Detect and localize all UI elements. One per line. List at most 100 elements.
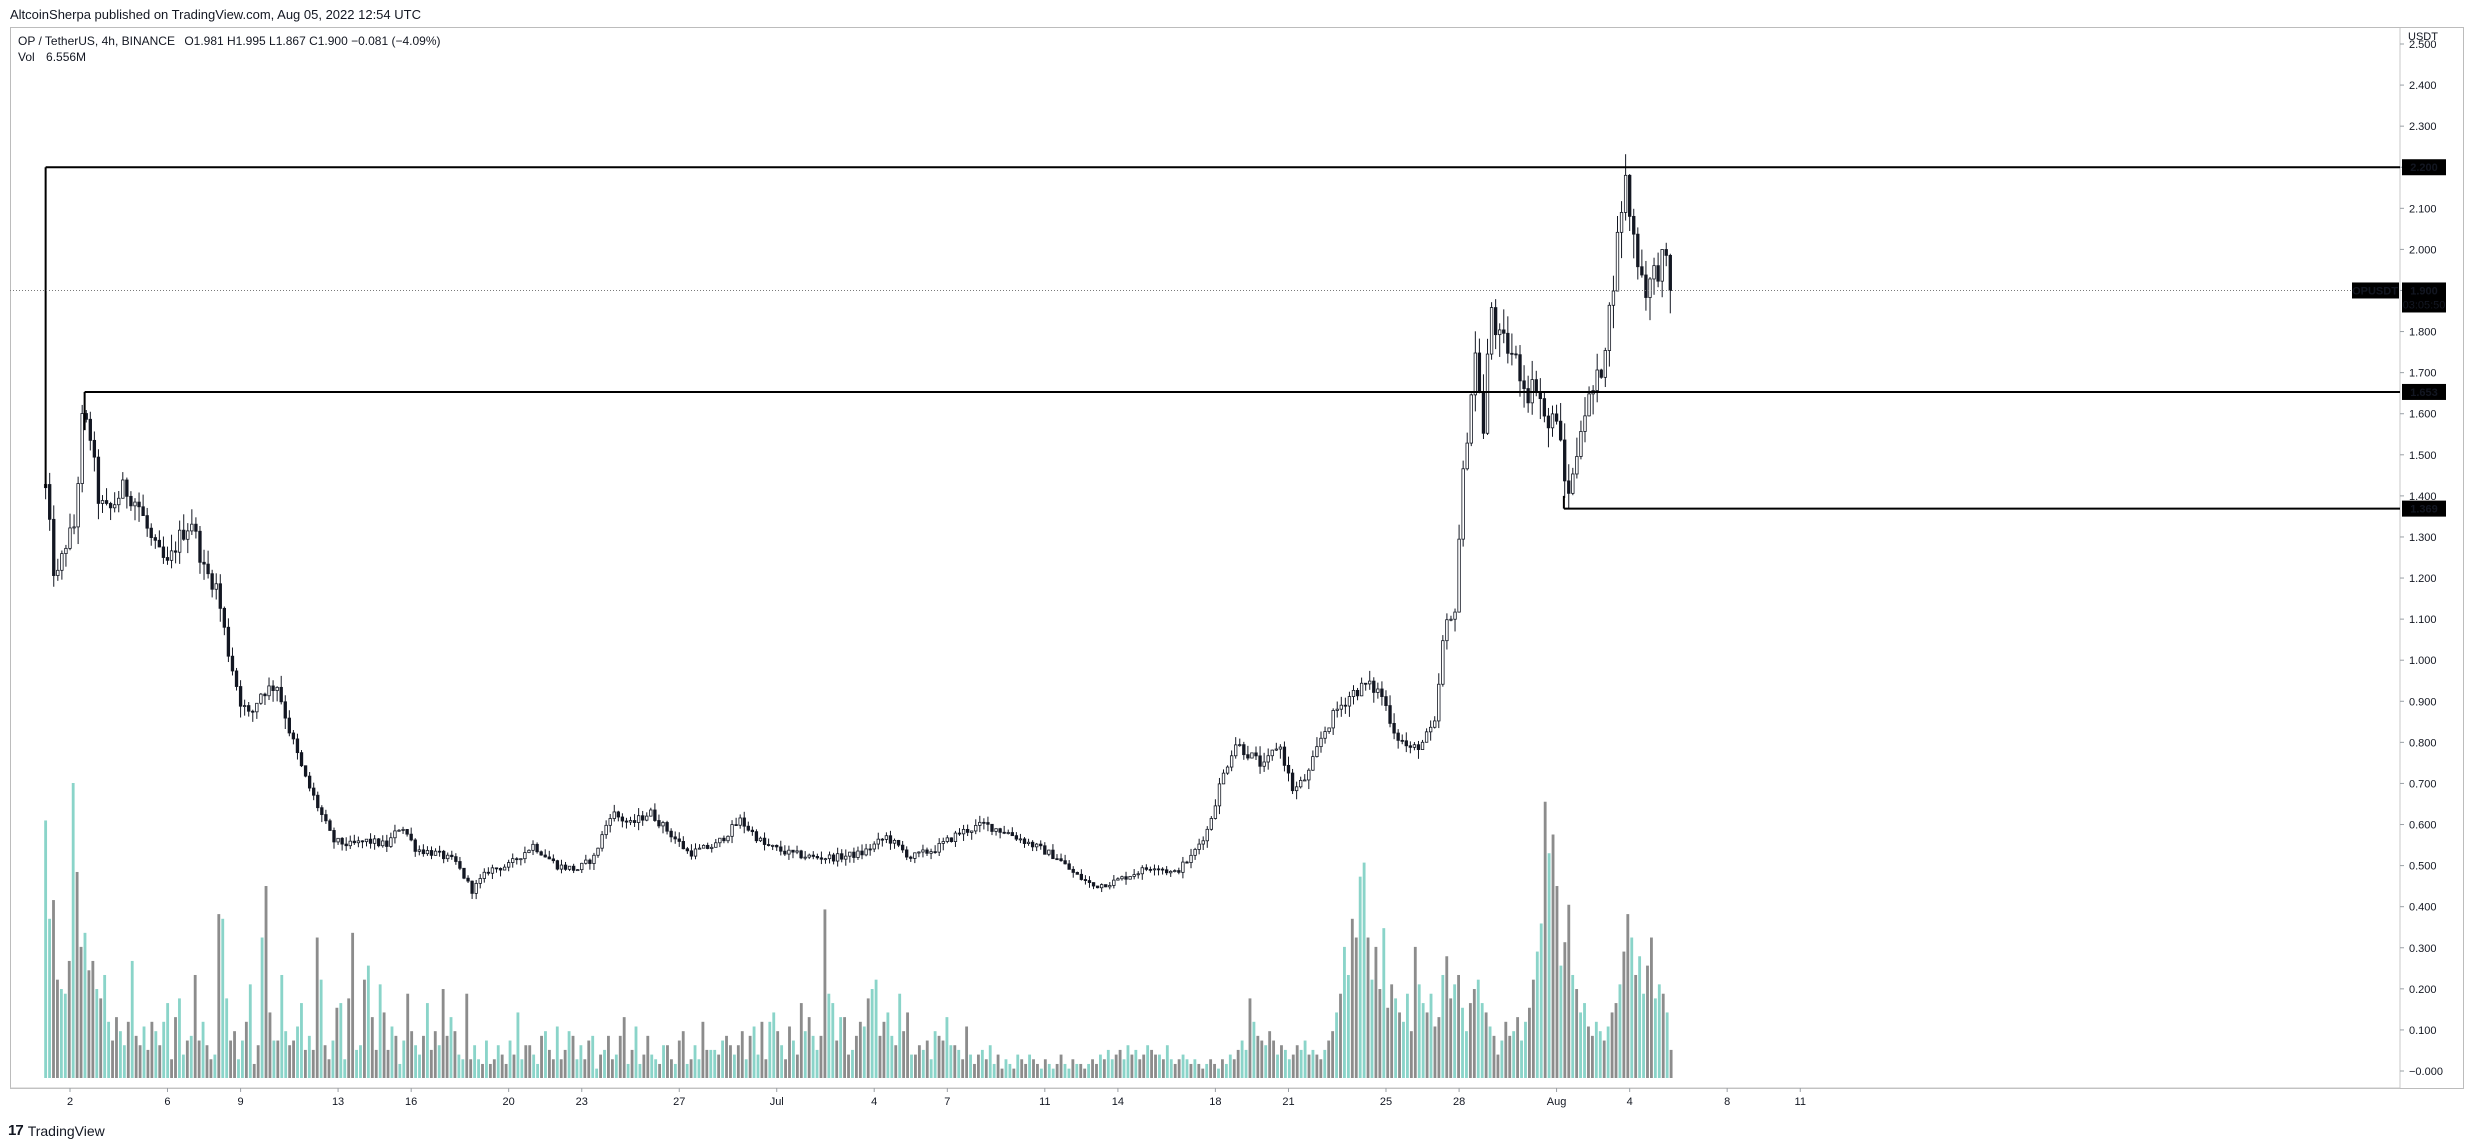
volume-bar: [1185, 1059, 1189, 1078]
volume-bar: [296, 1026, 299, 1078]
volume-bar: [1354, 937, 1358, 1078]
candle-body: [466, 877, 470, 882]
volume-bar: [213, 1054, 217, 1078]
candle-body: [173, 550, 178, 553]
candle-body: [511, 858, 515, 863]
candle-body: [1286, 764, 1291, 774]
volume-bar: [1067, 1068, 1071, 1078]
volume-bar: [343, 1059, 347, 1078]
candle-body: [905, 849, 909, 858]
candle-body: [222, 607, 227, 628]
candle-body: [1311, 756, 1315, 771]
volume-bar: [914, 1054, 917, 1078]
volume-bar: [115, 1017, 118, 1078]
volume-bar: [988, 1045, 992, 1078]
candle-body: [1351, 689, 1356, 697]
volume-bar: [677, 1040, 681, 1078]
candle-body: [255, 702, 259, 713]
footer[interactable]: 17 TradingView: [8, 1122, 105, 1139]
volume-bar: [394, 1035, 398, 1078]
tradingview-brand: TradingView: [27, 1122, 105, 1139]
candle-body: [1343, 704, 1348, 707]
time-axis[interactable]: 2 6 9 13 16 20 23 27 Jul 4 7 11 14 18 21 25 28 Aug 4 8 11: [10, 1087, 2400, 1108]
volume-bar: [1008, 1063, 1012, 1078]
volume-bar: [705, 1049, 709, 1078]
price-tick-label: 0.600: [2409, 820, 2437, 832]
volume-bar: [1106, 1049, 1110, 1078]
volume-bar: [1425, 1012, 1429, 1078]
volume-bar: [193, 974, 197, 1078]
candle-body: [661, 822, 665, 827]
volume-bar: [1114, 1054, 1118, 1078]
candle-body: [925, 849, 929, 854]
volume-bar: [1472, 989, 1476, 1078]
candle-body: [1408, 745, 1413, 748]
candle-body: [543, 854, 547, 858]
candle-body: [982, 821, 986, 824]
volume-bar: [264, 886, 268, 1078]
candle-body: [202, 561, 206, 565]
volume-bar: [67, 960, 71, 1078]
volume-bar: [1311, 1049, 1315, 1078]
candle-body: [738, 817, 742, 826]
time-tick-label: 14: [1112, 1096, 1124, 1108]
volume-bar: [1622, 951, 1626, 1078]
candle-body: [1124, 876, 1128, 880]
candle-body: [405, 829, 409, 835]
candle-body: [1282, 746, 1287, 766]
volume-bar: [1012, 1068, 1016, 1078]
candle-body: [299, 752, 304, 767]
candle-body: [718, 837, 722, 844]
candle-body: [421, 849, 426, 855]
volume-bar: [1661, 993, 1665, 1078]
volume-bar: [1118, 1049, 1122, 1078]
volume-bar: [788, 1026, 791, 1078]
time-tick-label: 21: [1282, 1096, 1294, 1108]
volume-legend[interactable]: Vol 6.556M: [18, 50, 86, 64]
volume-bar: [303, 1049, 307, 1078]
candle-body: [1270, 749, 1274, 757]
volume-bar: [1634, 974, 1638, 1078]
volume-bar: [984, 1059, 988, 1078]
candle-body: [328, 820, 332, 831]
last-price-badge: [2402, 282, 2446, 313]
candle-body: [1229, 755, 1234, 768]
volume-bar: [142, 1026, 146, 1078]
volume-bar: [449, 1017, 453, 1078]
volume-bar: [1433, 1026, 1437, 1078]
volume-bar: [839, 1017, 843, 1078]
volume-bar: [256, 1045, 260, 1078]
candle-body: [592, 854, 596, 864]
volume-bar: [1626, 914, 1630, 1078]
candle-body: [1567, 480, 1571, 494]
volume-bar: [1036, 1063, 1039, 1078]
symbol-legend[interactable]: OP / TetherUS, 4h, BINANCE O1.981 H1.995…: [18, 33, 441, 50]
volume-bar: [272, 1040, 276, 1078]
volume-bar: [323, 1045, 327, 1078]
horizontal-levels[interactable]: 2.200 1.653 1.369: [44, 159, 2446, 517]
candle-body: [1603, 350, 1607, 378]
volume-bar: [744, 1059, 748, 1078]
candle-body: [1217, 783, 1222, 807]
volume-bar: [99, 998, 103, 1078]
volume-bar: [1539, 923, 1543, 1078]
price-tick-label: 1.100: [2409, 614, 2437, 626]
candle-body: [937, 842, 941, 853]
candle-body: [693, 848, 698, 857]
volume-bar: [1189, 1063, 1193, 1078]
volume-bar: [1598, 1031, 1602, 1078]
volume-bar: [229, 1040, 233, 1078]
volume-bar: [953, 1045, 957, 1078]
volume-bar: [882, 1021, 886, 1078]
candle-body: [1534, 379, 1538, 393]
volume-bar: [1142, 1054, 1146, 1078]
candle-body: [515, 858, 519, 861]
candle-body: [831, 854, 836, 862]
volume-bar: [146, 1049, 150, 1078]
candle-body: [1104, 884, 1108, 888]
volume-bar: [906, 1012, 909, 1078]
candle-body: [1453, 611, 1457, 620]
candle-body: [795, 850, 799, 853]
